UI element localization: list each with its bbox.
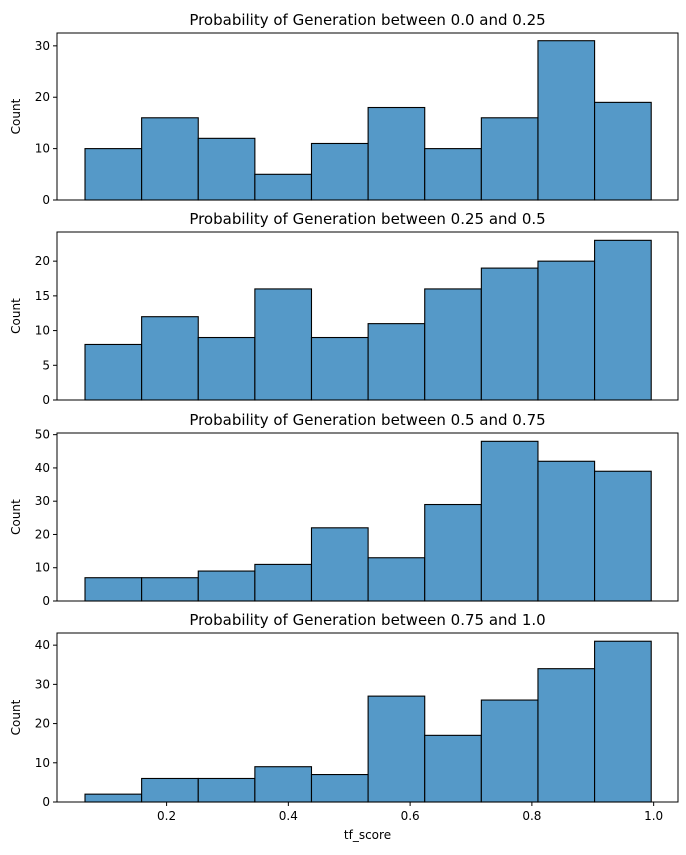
y-tick-label: 20 xyxy=(35,527,50,541)
histogram-bar xyxy=(537,668,596,803)
y-tick-label: 30 xyxy=(35,677,50,691)
x-tick-label: 1.0 xyxy=(644,809,663,823)
histogram-bar xyxy=(310,774,369,803)
x-tick-label: 0.6 xyxy=(401,809,420,823)
histogram-bar xyxy=(141,117,199,201)
histogram-bar xyxy=(367,695,426,803)
histogram-bar xyxy=(84,577,143,602)
histogram-bar xyxy=(424,288,482,401)
histogram-bar xyxy=(310,527,369,602)
histogram-bar xyxy=(84,343,143,401)
histogram-bar xyxy=(594,101,652,201)
histogram-bar xyxy=(594,640,652,803)
y-tick-label: 15 xyxy=(35,289,50,303)
histogram-bar xyxy=(310,336,369,401)
histogram-bar xyxy=(84,148,143,201)
y-tick-label: 10 xyxy=(35,561,50,575)
chart-title: Probability of Generation between 0.75 a… xyxy=(189,611,545,629)
histogram-bar xyxy=(424,148,482,201)
y-tick-label: 0 xyxy=(42,795,50,809)
x-tick-label: 0.2 xyxy=(157,809,176,823)
y-tick-label: 40 xyxy=(35,461,50,475)
histogram-bar xyxy=(480,267,539,401)
histogram-bar xyxy=(480,117,539,201)
axes-frame xyxy=(56,432,679,602)
histogram-bar xyxy=(197,777,256,803)
histogram-panel-1: 0 10 20 30 Probability of Generation between… xyxy=(9,11,679,207)
y-axis-label: Count xyxy=(9,499,23,535)
x-axis-label: tf_score xyxy=(344,828,391,842)
histogram-bar xyxy=(367,557,426,602)
y-tick-label: 30 xyxy=(35,39,50,53)
y-tick-label: 10 xyxy=(35,142,50,156)
histogram-bar xyxy=(367,106,426,201)
y-tick-label: 40 xyxy=(35,638,50,652)
y-tick-label: 5 xyxy=(42,358,50,372)
chart-title: Probability of Generation between 0.0 an… xyxy=(189,11,545,29)
histogram-bar xyxy=(84,793,143,803)
axes-frame xyxy=(56,32,679,201)
y-tick-label: 20 xyxy=(35,90,50,104)
histogram-bar xyxy=(254,173,313,201)
histogram-panel-2: 0 5 10 15 20 Probability of Generation betwee… xyxy=(9,210,679,407)
histogram-bar xyxy=(424,503,482,602)
chart-title: Probability of Generation between 0.25 a… xyxy=(189,210,545,228)
histogram-bar xyxy=(424,734,482,803)
histogram-bar xyxy=(197,137,256,201)
histogram-bar xyxy=(310,142,369,201)
y-tick-label: 30 xyxy=(35,494,50,508)
y-axis-label: Count xyxy=(9,699,23,735)
axes-frame xyxy=(56,231,679,401)
y-tick-label: 50 xyxy=(35,428,50,442)
histogram-bar xyxy=(367,323,426,401)
histogram-bar xyxy=(254,288,313,401)
y-tick-label: 0 xyxy=(42,393,50,407)
chart-title: Probability of Generation between 0.5 an… xyxy=(189,411,545,429)
histogram-bar xyxy=(254,563,313,602)
histogram-bar xyxy=(254,766,313,803)
y-tick-label: 10 xyxy=(35,324,50,338)
y-tick-label: 0 xyxy=(42,594,50,608)
y-tick-label: 20 xyxy=(35,254,50,268)
histogram-panel-3: 0 10 20 30 40 50 Probability of Generation bet… xyxy=(9,411,679,608)
y-tick-label: 0 xyxy=(42,193,50,207)
histogram-bar xyxy=(141,777,199,803)
histogram-bar xyxy=(197,570,256,602)
y-tick-label: 10 xyxy=(35,756,50,770)
axes-frame xyxy=(56,632,679,803)
histogram-bar xyxy=(537,460,596,602)
histogram-bar xyxy=(141,316,199,401)
histogram-bar xyxy=(594,239,652,401)
histogram-bar xyxy=(537,40,596,201)
x-tick-label: 0.8 xyxy=(522,809,541,823)
histogram-bar xyxy=(197,336,256,401)
x-tick-label: 0.4 xyxy=(279,809,298,823)
histogram-bar xyxy=(594,470,652,602)
y-axis-label: Count xyxy=(9,98,23,134)
histogram-panel-4: 0 10 20 30 40 0.2 0.4 0.6 0.8 1.0 Probability of G… xyxy=(9,611,679,842)
y-axis-label: Count xyxy=(9,298,23,334)
histogram-bar xyxy=(141,577,199,602)
y-tick-label: 20 xyxy=(35,717,50,731)
histogram-bar xyxy=(480,699,539,803)
histogram-bar xyxy=(537,260,596,401)
histogram-bar xyxy=(480,440,539,602)
